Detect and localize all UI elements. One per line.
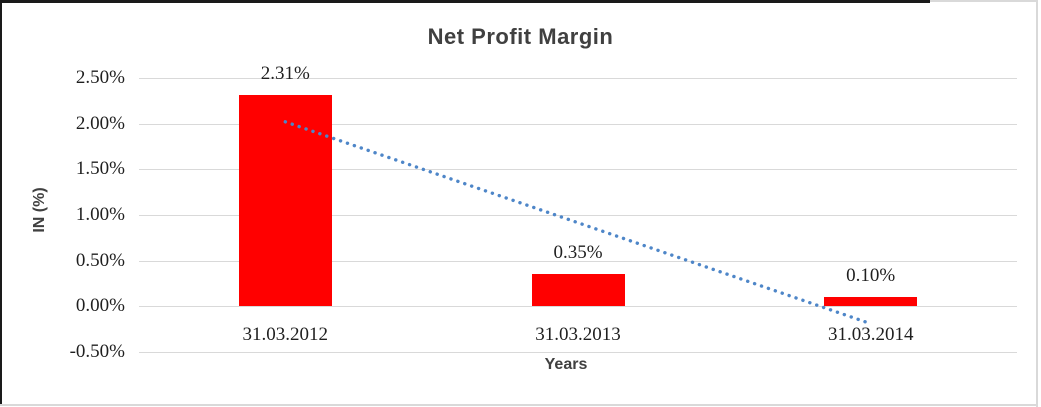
gridline xyxy=(139,78,1017,79)
x-tick-label: 31.03.2014 xyxy=(827,324,914,345)
y-tick-label: 0.50% xyxy=(75,249,125,271)
y-tick-label: 1.00% xyxy=(75,204,125,225)
chart-frame-left xyxy=(0,0,2,404)
chart-frame-top xyxy=(0,0,930,3)
gridline xyxy=(139,352,1017,353)
chart-frame-bottom xyxy=(0,404,1038,406)
bar xyxy=(238,95,332,307)
x-tick-label: 31.03.2013 xyxy=(535,324,621,345)
bar xyxy=(531,274,625,307)
chart-frame-top-light xyxy=(930,0,1038,2)
x-axis-title: Years xyxy=(544,356,588,373)
y-tick-label: 2.00% xyxy=(75,112,125,134)
chart-title: Net Profit Margin xyxy=(427,24,614,49)
bar-value-label: 2.31% xyxy=(260,63,310,85)
bar-value-label: 0.10% xyxy=(846,265,896,287)
bar-value-label: 0.35% xyxy=(553,242,603,264)
y-axis-title: IN (%) xyxy=(31,187,48,233)
chart-frame-right xyxy=(1036,0,1038,407)
y-tick-label: 0.00% xyxy=(75,295,125,317)
x-tick-label: 31.03.2012 xyxy=(242,324,329,345)
y-tick-label: 2.50% xyxy=(75,67,125,88)
gridline xyxy=(139,306,1017,308)
bar xyxy=(824,297,918,307)
y-tick-label: -0.50% xyxy=(69,341,125,362)
y-tick-label: 1.50% xyxy=(75,158,125,180)
